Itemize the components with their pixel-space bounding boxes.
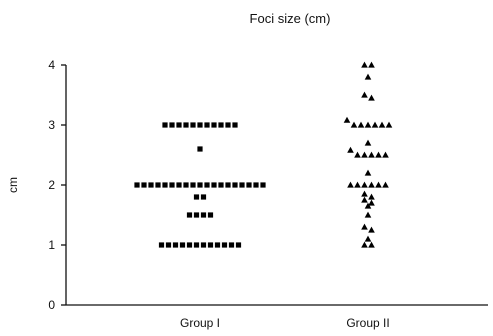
point-group-i bbox=[190, 122, 196, 128]
y-axis-label: cm bbox=[6, 177, 20, 193]
point-group-ii bbox=[364, 202, 372, 209]
x-tick-label: Group I bbox=[180, 316, 220, 330]
point-group-i bbox=[172, 242, 179, 248]
point-group-i bbox=[221, 242, 228, 248]
point-group-ii bbox=[361, 223, 368, 230]
point-group-i bbox=[239, 182, 245, 188]
point-group-i bbox=[253, 182, 259, 188]
point-group-ii bbox=[343, 116, 351, 123]
point-group-i bbox=[204, 122, 210, 128]
point-group-i bbox=[197, 122, 203, 128]
point-group-i bbox=[235, 242, 242, 248]
point-group-ii bbox=[368, 226, 375, 233]
point-group-i bbox=[197, 182, 203, 188]
point-group-i bbox=[186, 212, 193, 218]
point-group-ii bbox=[361, 181, 368, 188]
point-group-i bbox=[211, 122, 217, 128]
point-group-i bbox=[200, 194, 207, 200]
point-group-ii bbox=[361, 91, 368, 98]
point-group-i bbox=[162, 122, 168, 128]
point-group-ii bbox=[368, 94, 375, 101]
point-group-i bbox=[193, 194, 200, 200]
point-group-i bbox=[218, 122, 224, 128]
point-group-ii bbox=[364, 121, 372, 128]
point-group-i bbox=[232, 182, 238, 188]
point-group-ii bbox=[368, 193, 375, 200]
point-group-i bbox=[214, 242, 221, 248]
point-group-i bbox=[193, 212, 200, 218]
point-group-i bbox=[176, 182, 182, 188]
point-group-i bbox=[211, 182, 217, 188]
point-group-i bbox=[141, 182, 147, 188]
point-group-ii bbox=[382, 151, 389, 158]
point-group-ii bbox=[361, 241, 368, 248]
point-group-ii bbox=[347, 146, 354, 153]
point-group-i bbox=[200, 212, 207, 218]
y-tick-label: 1 bbox=[48, 238, 55, 252]
point-group-ii bbox=[375, 181, 382, 188]
point-group-i bbox=[158, 242, 165, 248]
point-group-i bbox=[207, 242, 214, 248]
point-group-ii bbox=[368, 199, 375, 206]
chart-title: Foci size (cm) bbox=[250, 11, 331, 26]
point-group-ii bbox=[350, 121, 358, 128]
point-group-i bbox=[225, 122, 231, 128]
y-tick-label: 4 bbox=[48, 58, 55, 72]
point-group-i bbox=[186, 242, 193, 248]
point-group-i bbox=[228, 242, 235, 248]
point-group-i bbox=[246, 182, 252, 188]
point-group-ii bbox=[354, 151, 361, 158]
point-group-ii bbox=[378, 121, 386, 128]
point-group-i bbox=[218, 182, 224, 188]
point-group-i bbox=[169, 122, 175, 128]
x-tick-label: Group II bbox=[346, 316, 389, 330]
point-group-ii bbox=[371, 121, 379, 128]
y-tick-label: 3 bbox=[48, 118, 55, 132]
point-group-i bbox=[169, 182, 175, 188]
point-group-ii bbox=[361, 190, 368, 197]
point-group-i bbox=[183, 182, 189, 188]
point-group-ii bbox=[364, 73, 372, 80]
point-group-i bbox=[197, 146, 203, 152]
point-group-i bbox=[134, 182, 140, 188]
point-group-ii bbox=[364, 139, 372, 146]
point-group-ii bbox=[368, 61, 375, 68]
point-group-ii bbox=[364, 235, 372, 242]
point-group-ii bbox=[354, 181, 361, 188]
point-group-i bbox=[232, 122, 238, 128]
point-group-ii bbox=[364, 211, 372, 218]
data-points bbox=[134, 61, 393, 248]
point-group-ii bbox=[361, 196, 368, 203]
axes: 0 1 2 3 4 Group I Group II bbox=[48, 58, 488, 330]
y-tick-label: 2 bbox=[48, 178, 55, 192]
point-group-ii bbox=[382, 181, 389, 188]
y-tick-label: 0 bbox=[48, 298, 55, 312]
point-group-i bbox=[260, 182, 266, 188]
point-group-i bbox=[148, 182, 154, 188]
point-group-i bbox=[179, 242, 186, 248]
point-group-i bbox=[225, 182, 231, 188]
point-group-i bbox=[200, 242, 207, 248]
point-group-ii bbox=[357, 121, 365, 128]
point-group-i bbox=[162, 182, 168, 188]
point-group-ii bbox=[368, 241, 375, 248]
point-group-i bbox=[176, 122, 182, 128]
point-group-ii bbox=[375, 151, 382, 158]
point-group-ii bbox=[385, 121, 393, 128]
point-group-i bbox=[193, 242, 200, 248]
point-group-ii bbox=[368, 151, 375, 158]
point-group-i bbox=[204, 182, 210, 188]
point-group-ii bbox=[347, 181, 354, 188]
point-group-ii bbox=[361, 61, 368, 68]
point-group-i bbox=[207, 212, 214, 218]
point-group-i bbox=[190, 182, 196, 188]
point-group-ii bbox=[368, 181, 375, 188]
point-group-ii bbox=[364, 169, 372, 176]
point-group-ii bbox=[361, 151, 368, 158]
point-group-i bbox=[183, 122, 189, 128]
point-group-i bbox=[165, 242, 172, 248]
point-group-i bbox=[155, 182, 161, 188]
